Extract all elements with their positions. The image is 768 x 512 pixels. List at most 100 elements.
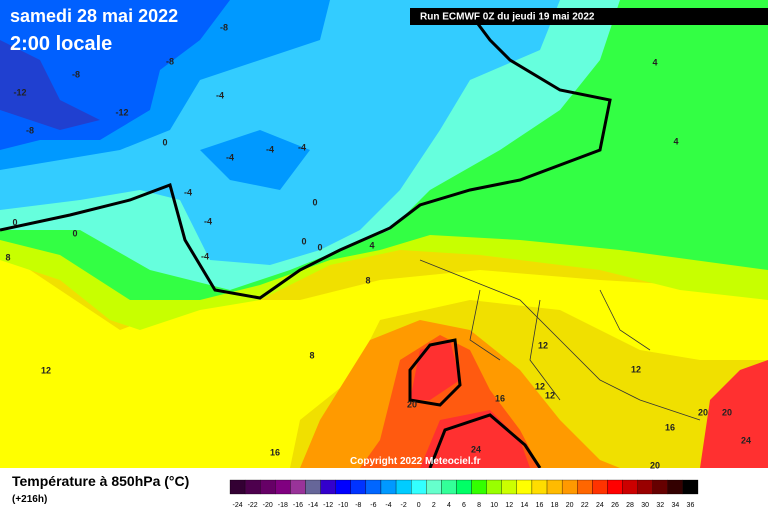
contour-label: -4 — [298, 142, 306, 152]
contour-label: 8 — [309, 350, 314, 360]
contour-label: -8 — [26, 125, 34, 135]
colorbar-label: 36 — [687, 502, 695, 509]
colorbar-label: 14 — [520, 502, 528, 509]
cold-core — [0, 40, 100, 130]
map-title: samedi 28 mai 2022 — [10, 6, 178, 26]
contour-label: -8 — [220, 22, 228, 32]
colorbar-swatch — [667, 479, 684, 495]
colorbar-label: -12 — [323, 502, 333, 509]
map-subtitle: 2:00 locale — [10, 33, 112, 55]
colorbar-label: -20 — [263, 502, 273, 509]
colorbar-swatch — [516, 479, 533, 495]
colorbar-swatch — [501, 479, 517, 495]
contour-label: 4 — [652, 57, 657, 67]
colorbar-label: -16 — [293, 502, 303, 509]
colorbar-swatch — [305, 479, 321, 495]
colorbar-label: 22 — [581, 502, 589, 509]
colorbar-label: 28 — [626, 502, 634, 509]
twenty-contour — [408, 338, 542, 469]
colorbar-label: -8 — [355, 502, 361, 509]
colorbar-label: 4 — [447, 502, 451, 509]
colorbar-swatch — [577, 479, 593, 495]
contour-label: 20 — [698, 407, 708, 417]
colorbar-label: 6 — [462, 502, 466, 509]
colorbar-swatch — [637, 479, 653, 495]
contour-label: 0 — [312, 197, 317, 207]
contour-label: 12 — [538, 340, 548, 350]
colorbar-swatch — [275, 479, 291, 495]
colorbar-swatch — [622, 479, 638, 495]
contour-label: 8 — [5, 252, 10, 262]
colorbar-label: -10 — [338, 502, 348, 509]
colorbar-swatch — [546, 479, 563, 495]
colorbar-label: 0 — [417, 502, 421, 509]
colorbar-label: 2 — [432, 502, 436, 509]
colorbar-swatch — [244, 479, 261, 495]
colorbar-swatch — [531, 479, 548, 495]
contour-label: -4 — [266, 144, 274, 154]
copyright: Copyright 2022 Meteociel.fr — [350, 456, 481, 467]
colorbar-swatch — [260, 479, 276, 495]
colorbar-swatch — [652, 479, 668, 495]
colorbar-swatch — [426, 479, 442, 495]
contour-label: 12 — [631, 364, 641, 374]
contour-label: 4 — [369, 240, 374, 250]
colorbar-label: 34 — [671, 502, 679, 509]
contour-label: 0 — [12, 217, 17, 227]
colorbar-swatch — [682, 479, 699, 495]
contour-label: -12 — [115, 107, 128, 117]
contour-label: 24 — [741, 435, 751, 445]
footer-title: Température à 850hPa (°C) — [12, 473, 189, 489]
colorbar-label: -2 — [400, 502, 406, 509]
contour-label: 0 — [317, 242, 322, 252]
contour-label: 20 — [722, 407, 732, 417]
contour-label: 12 — [545, 390, 555, 400]
contour-label: -4 — [184, 187, 192, 197]
contour-label: 4 — [673, 136, 678, 146]
colorbar-label: 8 — [477, 502, 481, 509]
contour-label: -4 — [226, 152, 234, 162]
contour-label: 0 — [301, 236, 306, 246]
borders — [419, 259, 701, 421]
contour-label: 16 — [665, 422, 675, 432]
contour-label: 20 — [407, 399, 417, 409]
colorbar-label: 24 — [596, 502, 604, 509]
colorbar-swatch — [290, 479, 306, 495]
contour-label: 16 — [270, 447, 280, 457]
colorbar-label: -18 — [278, 502, 288, 509]
colorbar-swatch — [441, 479, 457, 495]
colorbar-label: -6 — [370, 502, 376, 509]
colorbar-swatch — [350, 479, 367, 495]
colorbar-label: -22 — [248, 502, 258, 509]
zero-contour — [0, 19, 612, 300]
contour-label: -4 — [216, 90, 224, 100]
colorbar-label: 20 — [566, 502, 574, 509]
footer-lead: (+216h) — [12, 494, 47, 505]
colorbar-label: -24 — [232, 502, 242, 509]
colorbar-swatch — [320, 479, 336, 495]
colorbar-swatch — [486, 479, 502, 495]
colorbar-swatch — [561, 479, 578, 495]
contour-label: -8 — [166, 56, 174, 66]
colorbar-label: -4 — [385, 502, 391, 509]
colorbar-swatch — [229, 479, 246, 495]
colorbar-swatch — [411, 479, 427, 495]
contour-label: 0 — [162, 137, 167, 147]
contour-label: 12 — [41, 365, 51, 375]
red-zone — [410, 340, 768, 468]
contour-label: 0 — [72, 228, 77, 238]
contour-label: 16 — [495, 393, 505, 403]
colorbar-label: 26 — [611, 502, 619, 509]
colorbar-label: 12 — [505, 502, 513, 509]
colorbar-label: 18 — [551, 502, 559, 509]
contour-label: 20 — [650, 460, 660, 470]
contour-label: -4 — [201, 251, 209, 261]
contour-label: -4 — [204, 216, 212, 226]
colorbar-swatch — [607, 479, 623, 495]
colorbar-label: 30 — [641, 502, 649, 509]
colorbar-swatch — [365, 479, 382, 495]
colorbar-label: 32 — [656, 502, 664, 509]
colorbar-swatch — [592, 479, 608, 495]
colorbar-swatch — [395, 479, 412, 495]
colorbar-swatch — [471, 479, 487, 495]
